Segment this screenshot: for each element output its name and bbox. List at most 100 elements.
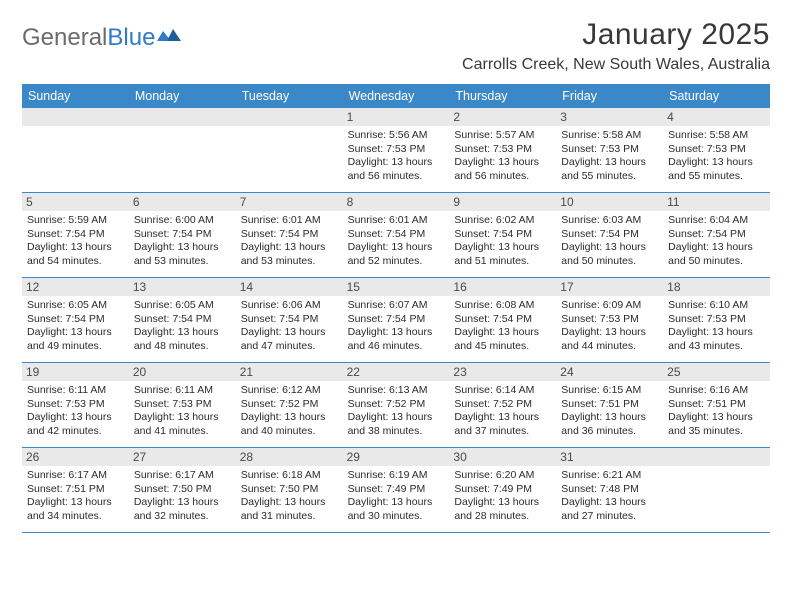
- sunset-line: Sunset: 7:53 PM: [668, 313, 765, 327]
- day-number: 8: [343, 193, 450, 211]
- sunset-line: Sunset: 7:54 PM: [454, 228, 551, 242]
- day-cell: [236, 108, 343, 192]
- sunrise-line: Sunrise: 6:12 AM: [241, 384, 338, 398]
- day-text: Sunrise: 6:07 AMSunset: 7:54 PMDaylight:…: [343, 296, 450, 358]
- day-text: Sunrise: 6:11 AMSunset: 7:53 PMDaylight:…: [129, 381, 236, 443]
- sunrise-line: Sunrise: 5:58 AM: [668, 129, 765, 143]
- day-number: 11: [663, 193, 770, 211]
- day-number: 20: [129, 363, 236, 381]
- sunset-line: Sunset: 7:54 PM: [668, 228, 765, 242]
- day-number: 15: [343, 278, 450, 296]
- sunrise-line: Sunrise: 6:16 AM: [668, 384, 765, 398]
- day-text: Sunrise: 6:03 AMSunset: 7:54 PMDaylight:…: [556, 211, 663, 273]
- page: GeneralBlue January 2025 Carrolls Creek,…: [0, 0, 792, 543]
- weekday-label: Sunday: [22, 84, 129, 108]
- day-number: 19: [22, 363, 129, 381]
- daylight-line: Daylight: 13 hours and 47 minutes.: [241, 326, 338, 353]
- location: Carrolls Creek, New South Wales, Austral…: [462, 56, 770, 74]
- sunset-line: Sunset: 7:54 PM: [27, 228, 124, 242]
- day-number: [663, 448, 770, 466]
- sunrise-line: Sunrise: 6:14 AM: [454, 384, 551, 398]
- sunrise-line: Sunrise: 6:15 AM: [561, 384, 658, 398]
- day-number: 22: [343, 363, 450, 381]
- sunrise-line: Sunrise: 6:03 AM: [561, 214, 658, 228]
- day-number: 26: [22, 448, 129, 466]
- day-cell: 26Sunrise: 6:17 AMSunset: 7:51 PMDayligh…: [22, 448, 129, 532]
- sunset-line: Sunset: 7:53 PM: [348, 143, 445, 157]
- week-row: 12Sunrise: 6:05 AMSunset: 7:54 PMDayligh…: [22, 278, 770, 363]
- daylight-line: Daylight: 13 hours and 55 minutes.: [668, 156, 765, 183]
- weekday-label: Monday: [129, 84, 236, 108]
- day-number: 14: [236, 278, 343, 296]
- day-cell: 27Sunrise: 6:17 AMSunset: 7:50 PMDayligh…: [129, 448, 236, 532]
- sunset-line: Sunset: 7:53 PM: [561, 143, 658, 157]
- daylight-line: Daylight: 13 hours and 52 minutes.: [348, 241, 445, 268]
- calendar: Sunday Monday Tuesday Wednesday Thursday…: [22, 84, 770, 533]
- sunrise-line: Sunrise: 6:21 AM: [561, 469, 658, 483]
- sunset-line: Sunset: 7:53 PM: [134, 398, 231, 412]
- sunset-line: Sunset: 7:48 PM: [561, 483, 658, 497]
- day-number: 9: [449, 193, 556, 211]
- daylight-line: Daylight: 13 hours and 56 minutes.: [454, 156, 551, 183]
- daylight-line: Daylight: 13 hours and 31 minutes.: [241, 496, 338, 523]
- daylight-line: Daylight: 13 hours and 54 minutes.: [27, 241, 124, 268]
- day-text: Sunrise: 6:20 AMSunset: 7:49 PMDaylight:…: [449, 466, 556, 528]
- sunrise-line: Sunrise: 5:58 AM: [561, 129, 658, 143]
- sunset-line: Sunset: 7:54 PM: [134, 313, 231, 327]
- sunrise-line: Sunrise: 6:06 AM: [241, 299, 338, 313]
- day-text: Sunrise: 6:08 AMSunset: 7:54 PMDaylight:…: [449, 296, 556, 358]
- logo-text-1: General: [22, 24, 107, 52]
- daylight-line: Daylight: 13 hours and 49 minutes.: [27, 326, 124, 353]
- title-block: January 2025 Carrolls Creek, New South W…: [462, 18, 770, 74]
- sunset-line: Sunset: 7:49 PM: [348, 483, 445, 497]
- sunset-line: Sunset: 7:54 PM: [241, 313, 338, 327]
- weekday-label: Thursday: [449, 84, 556, 108]
- day-cell: 28Sunrise: 6:18 AMSunset: 7:50 PMDayligh…: [236, 448, 343, 532]
- day-cell: 14 Sunrise: 6:06 AMSunset: 7:54 PMDayligh…: [236, 278, 343, 362]
- day-text: Sunrise: 6:11 AMSunset: 7:53 PMDaylight:…: [22, 381, 129, 443]
- day-text: [663, 466, 770, 473]
- sunrise-line: Sunrise: 6:18 AM: [241, 469, 338, 483]
- daylight-line: Daylight: 13 hours and 40 minutes.: [241, 411, 338, 438]
- day-cell: 20Sunrise: 6:11 AMSunset: 7:53 PMDayligh…: [129, 363, 236, 447]
- daylight-line: Daylight: 13 hours and 53 minutes.: [241, 241, 338, 268]
- month-title: January 2025: [462, 18, 770, 52]
- daylight-line: Daylight: 13 hours and 34 minutes.: [27, 496, 124, 523]
- sunrise-line: Sunrise: 6:08 AM: [454, 299, 551, 313]
- sunset-line: Sunset: 7:51 PM: [27, 483, 124, 497]
- daylight-line: Daylight: 13 hours and 56 minutes.: [348, 156, 445, 183]
- day-cell: 11Sunrise: 6:04 AMSunset: 7:54 PMDayligh…: [663, 193, 770, 277]
- day-number: 5: [22, 193, 129, 211]
- logo-mark-icon: [157, 24, 181, 52]
- logo: GeneralBlue: [22, 18, 181, 52]
- weekday-label: Tuesday: [236, 84, 343, 108]
- day-cell: [22, 108, 129, 192]
- sunset-line: Sunset: 7:50 PM: [241, 483, 338, 497]
- sunset-line: Sunset: 7:54 PM: [561, 228, 658, 242]
- sunrise-line: Sunrise: 6:04 AM: [668, 214, 765, 228]
- day-text: Sunrise: 6:02 AMSunset: 7:54 PMDaylight:…: [449, 211, 556, 273]
- sunrise-line: Sunrise: 6:09 AM: [561, 299, 658, 313]
- day-cell: 5Sunrise: 5:59 AMSunset: 7:54 PMDaylight…: [22, 193, 129, 277]
- day-number: 21: [236, 363, 343, 381]
- day-text: Sunrise: 6:01 AMSunset: 7:54 PMDaylight:…: [236, 211, 343, 273]
- sunset-line: Sunset: 7:49 PM: [454, 483, 551, 497]
- sunrise-line: Sunrise: 6:05 AM: [134, 299, 231, 313]
- day-text: [129, 126, 236, 133]
- day-cell: 10Sunrise: 6:03 AMSunset: 7:54 PMDayligh…: [556, 193, 663, 277]
- sunset-line: Sunset: 7:51 PM: [561, 398, 658, 412]
- sunset-line: Sunset: 7:53 PM: [27, 398, 124, 412]
- week-row: 26Sunrise: 6:17 AMSunset: 7:51 PMDayligh…: [22, 448, 770, 533]
- daylight-line: Daylight: 13 hours and 46 minutes.: [348, 326, 445, 353]
- sunrise-line: Sunrise: 6:19 AM: [348, 469, 445, 483]
- sunset-line: Sunset: 7:50 PM: [134, 483, 231, 497]
- day-cell: 16Sunrise: 6:08 AMSunset: 7:54 PMDayligh…: [449, 278, 556, 362]
- day-number: 7: [236, 193, 343, 211]
- sunset-line: Sunset: 7:54 PM: [27, 313, 124, 327]
- day-text: [236, 126, 343, 133]
- day-number: [22, 108, 129, 126]
- day-text: Sunrise: 5:57 AMSunset: 7:53 PMDaylight:…: [449, 126, 556, 188]
- daylight-line: Daylight: 13 hours and 51 minutes.: [454, 241, 551, 268]
- sunset-line: Sunset: 7:54 PM: [454, 313, 551, 327]
- day-number: 3: [556, 108, 663, 126]
